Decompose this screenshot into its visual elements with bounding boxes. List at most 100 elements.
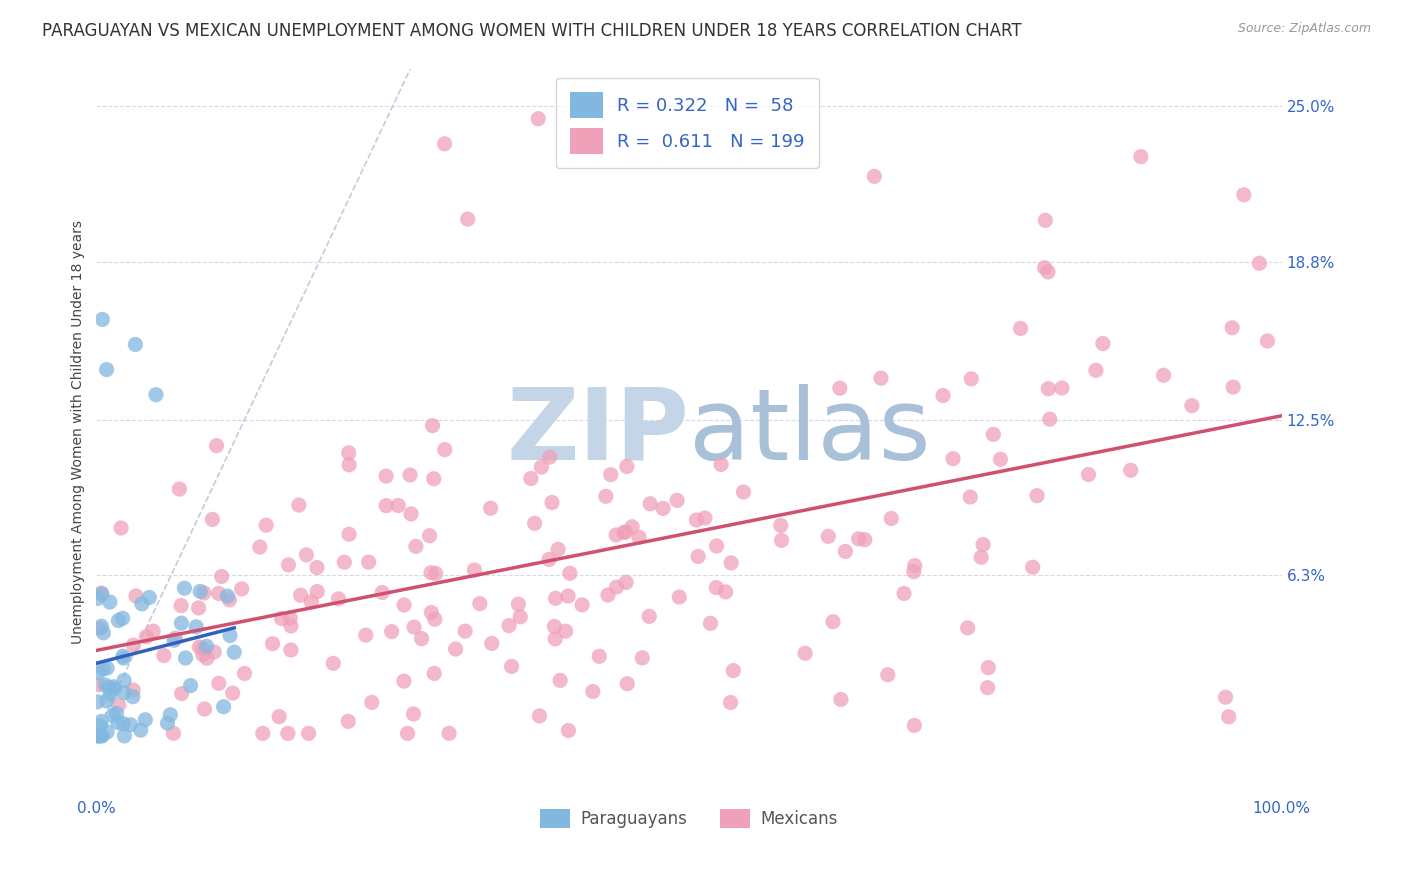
Point — [354, 628, 377, 642]
Point — [387, 499, 409, 513]
Point — [120, 717, 142, 731]
Point — [170, 616, 193, 631]
Point — [91, 729, 114, 743]
Point — [1256, 334, 1278, 348]
Point — [527, 112, 550, 126]
Point — [1129, 150, 1152, 164]
Point — [1233, 187, 1256, 202]
Point — [821, 615, 844, 629]
Y-axis label: Unemployment Among Women with Children Under 18 years: Unemployment Among Women with Children U… — [72, 220, 86, 644]
Point — [685, 513, 707, 527]
Point — [405, 540, 427, 554]
Point — [631, 651, 654, 665]
Point — [548, 673, 571, 688]
Point — [249, 540, 271, 554]
Point — [706, 539, 728, 553]
Point — [122, 638, 145, 652]
Point — [375, 469, 398, 483]
Point — [537, 552, 560, 566]
Point — [89, 718, 111, 732]
Point — [371, 585, 394, 599]
Point — [89, 622, 111, 636]
Point — [96, 661, 118, 675]
Point — [96, 362, 118, 376]
Point — [710, 458, 733, 472]
Point — [112, 686, 135, 700]
Point — [111, 649, 134, 664]
Point — [420, 606, 443, 620]
Point — [990, 452, 1012, 467]
Point — [863, 169, 886, 184]
Point — [90, 729, 112, 743]
Point — [557, 589, 579, 603]
Point — [509, 609, 531, 624]
Point — [90, 619, 112, 633]
Text: Source: ZipAtlas.com: Source: ZipAtlas.com — [1237, 22, 1371, 36]
Point — [523, 516, 546, 531]
Point — [357, 555, 380, 569]
Point — [112, 716, 135, 731]
Point — [221, 686, 243, 700]
Legend: Paraguayans, Mexicans: Paraguayans, Mexicans — [533, 803, 845, 835]
Point — [508, 597, 530, 611]
Point — [1153, 368, 1175, 383]
Point — [122, 683, 145, 698]
Point — [211, 569, 233, 583]
Point — [165, 631, 187, 645]
Point — [101, 708, 124, 723]
Point — [769, 518, 792, 533]
Point — [463, 563, 485, 577]
Point — [541, 495, 564, 509]
Point — [186, 620, 208, 634]
Point — [254, 518, 277, 533]
Point — [399, 507, 422, 521]
Point — [571, 598, 593, 612]
Point — [454, 624, 477, 639]
Point — [932, 388, 955, 402]
Point — [297, 726, 319, 740]
Point — [305, 560, 328, 574]
Point — [392, 598, 415, 612]
Point — [87, 729, 110, 743]
Point — [375, 499, 398, 513]
Point — [870, 371, 893, 385]
Point — [402, 706, 425, 721]
Point — [1010, 321, 1032, 335]
Text: ZIP: ZIP — [506, 384, 689, 481]
Point — [191, 648, 214, 662]
Point — [433, 136, 456, 151]
Point — [621, 520, 644, 534]
Point — [202, 645, 225, 659]
Point — [893, 586, 915, 600]
Point — [1222, 380, 1244, 394]
Point — [381, 624, 404, 639]
Point — [666, 493, 689, 508]
Point — [280, 619, 302, 633]
Point — [1220, 320, 1243, 334]
Point — [87, 678, 110, 692]
Point — [299, 595, 322, 609]
Point — [208, 676, 231, 690]
Point — [599, 467, 621, 482]
Point — [193, 586, 215, 600]
Point — [337, 458, 360, 472]
Point — [188, 640, 211, 654]
Point — [91, 312, 114, 326]
Point — [848, 532, 870, 546]
Point — [112, 729, 135, 743]
Point — [547, 542, 569, 557]
Point — [1033, 260, 1056, 275]
Point — [960, 372, 983, 386]
Point — [1091, 336, 1114, 351]
Point — [277, 726, 299, 740]
Point — [1033, 213, 1056, 227]
Point — [107, 698, 129, 712]
Point — [270, 611, 292, 625]
Point — [606, 580, 628, 594]
Point — [142, 624, 165, 639]
Point — [180, 679, 202, 693]
Point — [419, 529, 441, 543]
Point — [187, 601, 209, 615]
Point — [638, 497, 661, 511]
Point — [1021, 560, 1043, 574]
